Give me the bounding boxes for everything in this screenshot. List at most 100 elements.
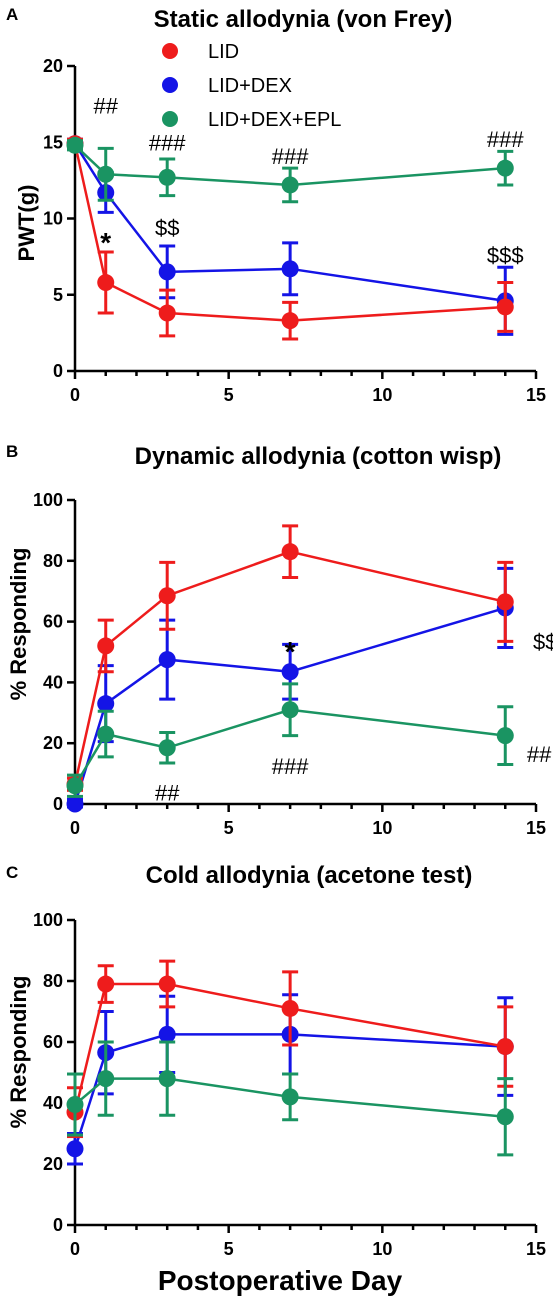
data-point-lid [496, 593, 514, 611]
annotation-symbol: ### [272, 754, 309, 779]
annotation-symbol: ## [155, 780, 180, 805]
data-point-lid-dex-epl [158, 168, 176, 186]
data-point-lid-dex-epl [97, 1070, 115, 1088]
data-point-lid-dex [97, 695, 115, 713]
y-tick-label: 100 [33, 910, 63, 930]
annotation-star: * [100, 227, 111, 258]
panel-b-title: Dynamic allodynia (cotton wisp) [135, 443, 502, 470]
data-point-lid [281, 999, 299, 1017]
panel-c-letter: C [6, 863, 18, 882]
panel-a-letter: A [6, 5, 18, 24]
data-point-lid [496, 298, 514, 316]
data-point-lid-dex [281, 260, 299, 278]
x-tick-label: 5 [224, 1239, 234, 1259]
y-tick-label: 80 [43, 551, 63, 571]
panel-a-legend: LID LID+DEX LID+DEX+EPL [162, 41, 341, 131]
y-tick-label: 60 [43, 1032, 63, 1052]
annotation-symbol: $$ [533, 629, 553, 654]
annotation-symbol: ### [149, 130, 186, 155]
y-tick-label: 10 [43, 209, 63, 229]
data-point-lid-dex-epl [66, 777, 84, 795]
series-lid-dex-epl [66, 682, 514, 798]
x-tick-label: 10 [372, 1239, 392, 1259]
data-point-lid-dex [66, 795, 84, 813]
panel-a-title: Static allodynia (von Frey) [154, 6, 453, 33]
series-lid-dex-epl [66, 136, 514, 204]
data-point-lid [281, 543, 299, 561]
data-point-lid [158, 304, 176, 322]
data-point-lid-dex-epl [97, 165, 115, 183]
data-point-lid-dex-epl [496, 159, 514, 177]
annotation-symbol: ### [272, 144, 309, 169]
legend-swatch-lid-dex-epl [162, 111, 178, 127]
data-point-lid-dex [66, 1140, 84, 1158]
x-tick-label: 15 [526, 1239, 546, 1259]
data-point-lid-dex-epl [281, 176, 299, 194]
panel-c-title: Cold allodynia (acetone test) [146, 862, 473, 889]
legend-label-lid-dex: LID+DEX [208, 75, 292, 97]
y-tick-label: 15 [43, 132, 63, 152]
x-tick-label: 5 [224, 385, 234, 405]
data-point-lid-dex [158, 651, 176, 669]
data-point-lid-dex-epl [496, 727, 514, 745]
series-lid-dex-epl [66, 1040, 514, 1157]
panel-b-letter: B [6, 442, 18, 461]
data-point-lid [281, 312, 299, 330]
y-tick-label: 100 [33, 490, 63, 510]
data-point-lid [158, 587, 176, 605]
panel-b-ylabel: % Responding [6, 548, 31, 701]
panel-c-plot: 0 20 40 60 80 100 0 5 10 15 [33, 910, 546, 1259]
data-point-lid-dex-epl [158, 1070, 176, 1088]
x-tick-label: 15 [526, 818, 546, 838]
data-point-lid [158, 975, 176, 993]
data-point-lid-dex-epl [496, 1108, 514, 1126]
panel-b-plot: 0 20 40 60 80 100 0 5 10 15 ## * ### $$ ## [33, 490, 553, 838]
data-point-lid-dex [281, 663, 299, 681]
x-tick-label: 0 [70, 818, 80, 838]
annotation-symbol: ### [487, 127, 524, 152]
data-point-lid-dex-epl [66, 1096, 84, 1114]
x-tick-label: 15 [526, 385, 546, 405]
data-point-lid-dex-epl [281, 1088, 299, 1106]
annotation-star: * [285, 636, 296, 667]
panel-b: B Dynamic allodynia (cotton wisp) % Resp… [6, 442, 553, 838]
x-axis-title: Postoperative Day [158, 1265, 403, 1296]
data-point-lid-dex [158, 1025, 176, 1043]
y-tick-label: 40 [43, 1093, 63, 1113]
data-point-lid [97, 975, 115, 993]
x-tick-label: 5 [224, 818, 234, 838]
panel-c-ylabel: % Responding [6, 976, 31, 1129]
annotation-symbol: $$ [155, 216, 179, 241]
y-tick-label: 20 [43, 1154, 63, 1174]
legend-swatch-lid [162, 43, 178, 59]
y-tick-label: 0 [53, 1215, 63, 1235]
data-point-lid [97, 637, 115, 655]
data-point-lid-dex-epl [281, 701, 299, 719]
legend-label-lid-dex-epl: LID+DEX+EPL [208, 109, 341, 131]
data-point-lid-dex-epl [66, 136, 84, 154]
annotation-symbol: ## [93, 94, 118, 119]
annotation-symbol: $$$ [487, 243, 524, 268]
data-point-lid-dex-epl [97, 725, 115, 743]
data-point-lid [496, 1038, 514, 1056]
y-tick-label: 5 [53, 285, 63, 305]
y-tick-label: 0 [53, 794, 63, 814]
panel-a: A Static allodynia (von Frey) PWT(g) 0 5 1… [6, 5, 546, 405]
annotation-symbol: ## [527, 742, 552, 767]
y-tick-label: 20 [43, 56, 63, 76]
x-tick-label: 10 [372, 818, 392, 838]
y-tick-label: 60 [43, 612, 63, 632]
panel-a-ylabel: PWT(g) [14, 185, 39, 262]
legend-swatch-lid-dex [162, 77, 178, 93]
x-tick-label: 0 [70, 385, 80, 405]
data-point-lid-dex [158, 263, 176, 281]
data-point-lid-dex-epl [158, 739, 176, 757]
y-tick-label: 0 [53, 361, 63, 381]
y-tick-label: 80 [43, 971, 63, 991]
data-point-lid [97, 274, 115, 292]
x-tick-label: 10 [372, 385, 392, 405]
x-tick-label: 0 [70, 1239, 80, 1259]
y-tick-label: 20 [43, 733, 63, 753]
